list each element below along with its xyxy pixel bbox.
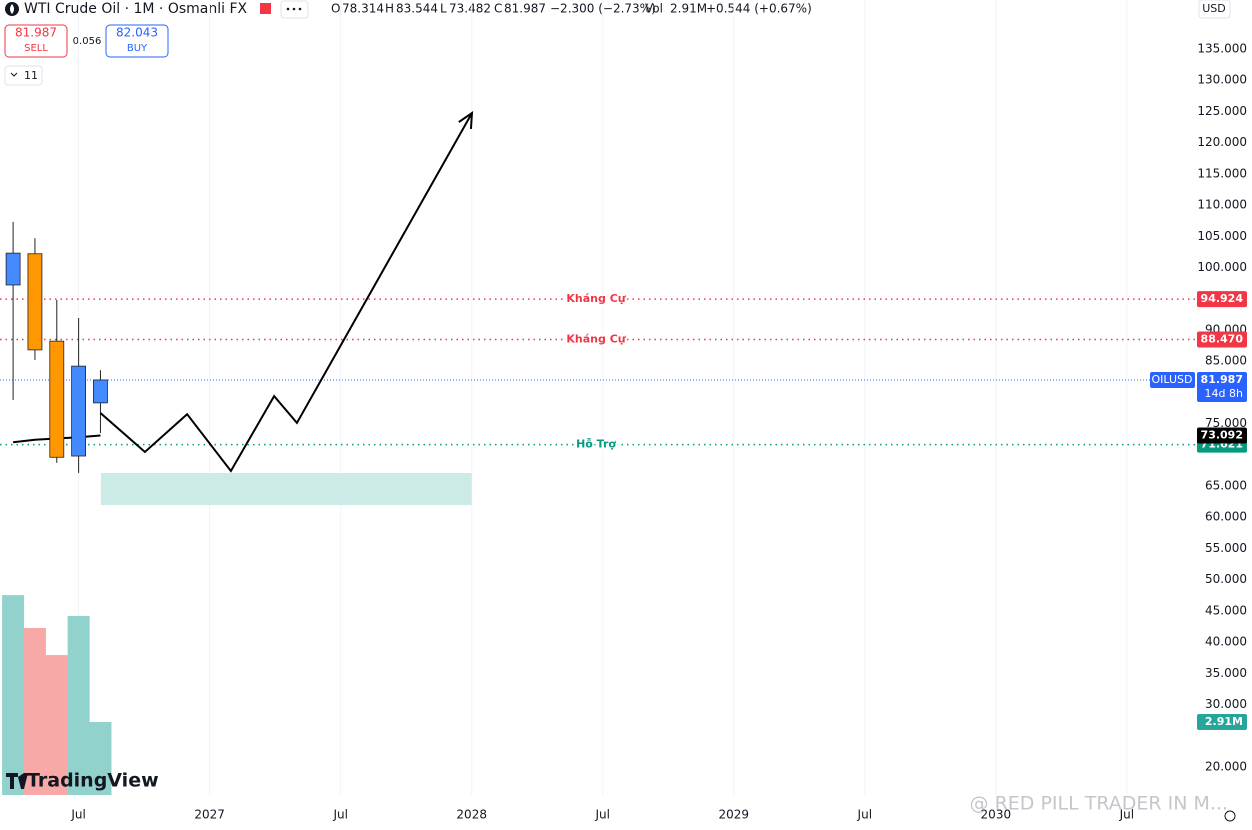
chevron	[10, 72, 18, 77]
ma-tag-label: 73.092	[1201, 428, 1243, 441]
dot	[286, 7, 290, 11]
y-tick-label: 50.000	[1205, 572, 1247, 586]
y-tick-label: 75.000	[1205, 416, 1247, 430]
buy-price: 82.043	[116, 26, 158, 40]
y-tick-label: 20.000	[1205, 759, 1247, 773]
volume-bar	[23, 627, 46, 795]
volume-tag-label: 2.91M	[1205, 715, 1243, 728]
symbol-tag-label: OILUSD	[1152, 373, 1193, 386]
ohlc-value: 83.544	[396, 2, 438, 16]
candle-body	[71, 365, 87, 457]
y-tick-label: 135.000	[1197, 42, 1247, 56]
dot	[292, 7, 296, 11]
projection-path	[99, 112, 473, 473]
volume-value: 2.91M	[670, 2, 707, 16]
level-text: Kháng Cự	[566, 292, 626, 305]
y-tick-label: 85.000	[1205, 354, 1247, 368]
last-price-tag	[1197, 371, 1247, 402]
flag[interactable]	[260, 3, 271, 14]
indicators-count: 11	[24, 69, 38, 82]
candle-body	[49, 340, 65, 458]
y-tick-label: 130.000	[1197, 73, 1247, 87]
level-text: Hỗ Trợ	[576, 438, 616, 451]
support-zone	[100, 473, 472, 506]
x-tick-label: Jul	[594, 808, 609, 822]
level-tag	[1197, 331, 1247, 348]
y-tick-label: 105.000	[1197, 229, 1247, 243]
volume-bar	[67, 615, 90, 795]
x-tick-label: 2027	[194, 808, 225, 822]
volume-bar	[2, 595, 25, 795]
currency: USD	[1202, 2, 1226, 15]
sell-price: 81.987	[15, 26, 57, 40]
candle-body	[93, 379, 108, 404]
y-tick-label: 125.000	[1197, 104, 1247, 118]
x-tick-label: 2030	[981, 808, 1012, 822]
settings-icon[interactable]	[1224, 810, 1236, 822]
level-tag-label: 88.470	[1201, 332, 1244, 345]
x-tick-label: Jul	[857, 808, 872, 822]
buy-button[interactable]	[105, 24, 169, 58]
sell-label: SELL	[24, 43, 48, 54]
volume-key: Vol	[645, 2, 663, 16]
last-price-label: 81.987	[1201, 373, 1243, 386]
x-tick-label: 2028	[456, 808, 487, 822]
y-tick-label: 100.000	[1197, 260, 1247, 274]
buy-label: BUY	[127, 43, 148, 54]
y-tick-label: 65.000	[1205, 478, 1247, 492]
sell-button[interactable]	[4, 24, 68, 58]
ohlc-value: 73.482	[449, 2, 491, 16]
ma-tag	[1197, 427, 1247, 444]
y-tick-label: 45.000	[1205, 603, 1247, 617]
volume-bar	[45, 655, 68, 795]
volume-change: +0.544 (+0.67%)	[706, 2, 812, 16]
level-tag-label: 94.924	[1201, 292, 1244, 305]
volume-bar	[89, 722, 112, 795]
more-button[interactable]	[280, 0, 309, 19]
dot	[298, 7, 302, 11]
level-tag	[1197, 291, 1247, 308]
y-tick-label: 55.000	[1205, 541, 1247, 555]
symbol-logo-drop	[10, 4, 14, 14]
brand-logo	[6, 773, 28, 789]
x-tick-label: Jul	[332, 808, 347, 822]
y-tick-label: 35.000	[1205, 666, 1247, 680]
volume-tag	[1197, 714, 1247, 731]
candle-body	[27, 253, 43, 351]
currency-button[interactable]	[1198, 0, 1231, 19]
spread: 0.056	[73, 36, 102, 47]
y-tick-label: 30.000	[1205, 697, 1247, 711]
brand: TradingView	[27, 770, 159, 792]
chart-title: WTI Crude Oil · 1M · Osmanli FX	[24, 1, 248, 17]
ohlc-key: C	[494, 2, 502, 16]
ohlc-key: H	[385, 2, 394, 16]
symbol-tag	[1150, 371, 1195, 388]
indicators-toggle[interactable]	[4, 65, 43, 86]
ohlc-key: O	[331, 2, 340, 16]
countdown: 14d 8h	[1205, 387, 1243, 400]
y-tick-label: 115.000	[1197, 166, 1247, 180]
x-tick-label: 2029	[718, 808, 749, 822]
y-tick-label: 40.000	[1205, 635, 1247, 649]
level-text: Kháng Cự	[566, 332, 626, 345]
y-tick-label: 60.000	[1205, 510, 1247, 524]
ohlc-key: L	[440, 2, 447, 16]
ohlc-value: 78.314	[342, 2, 384, 16]
watermark: @ RED PILL TRADER IN M...	[970, 793, 1228, 815]
ohlc-value: 81.987	[504, 2, 546, 16]
y-tick-label: 120.000	[1197, 135, 1247, 149]
projection-arrowhead	[458, 110, 474, 130]
y-tick-label: 110.000	[1197, 198, 1247, 212]
x-tick-label: Jul	[70, 808, 85, 822]
x-tick-label: Jul	[1119, 808, 1134, 822]
candle-body	[5, 252, 21, 286]
